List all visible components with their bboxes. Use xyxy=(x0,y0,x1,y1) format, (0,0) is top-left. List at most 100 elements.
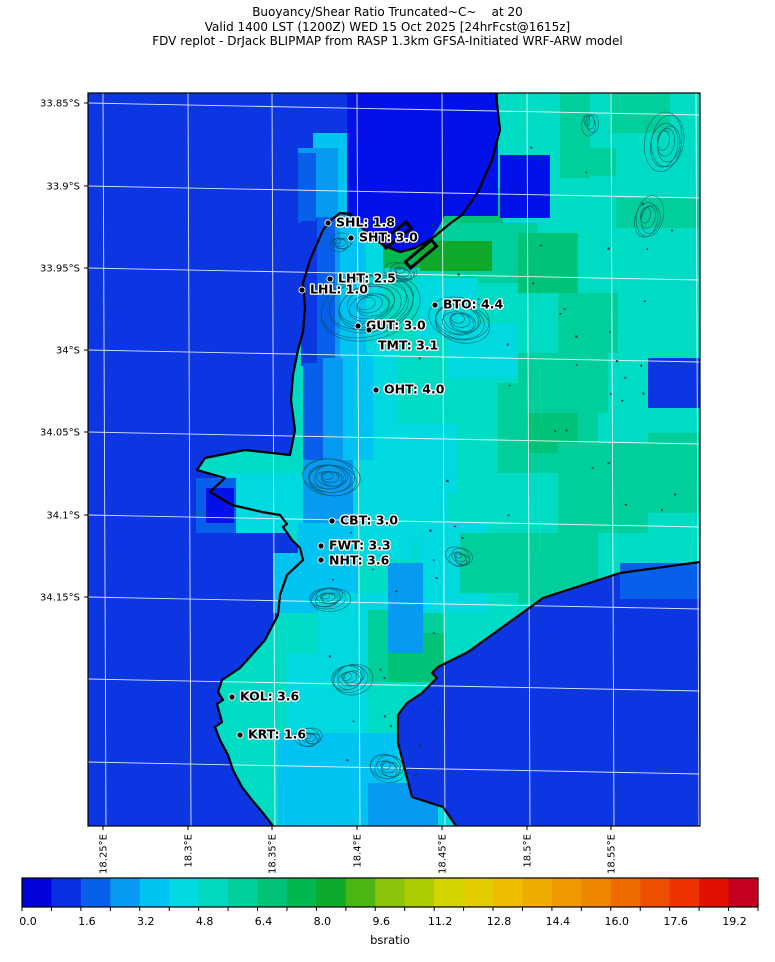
bsratio-cell xyxy=(273,553,318,613)
bsratio-cell xyxy=(616,198,700,228)
terrain-contours xyxy=(241,111,685,783)
false-bay-water xyxy=(398,562,700,826)
parallel-line xyxy=(88,678,700,692)
station-dot-cbt xyxy=(328,517,336,525)
y-tick-label: 34.05°S xyxy=(40,428,80,439)
terrain-speck xyxy=(395,590,398,593)
station-label-sht: SHT: 3.0 xyxy=(359,230,418,245)
colorbar-segment xyxy=(169,878,200,907)
terrain-speck xyxy=(414,774,417,777)
terrain-speck xyxy=(350,531,352,534)
terrain-speck xyxy=(383,715,386,718)
colorbar-segment xyxy=(286,878,317,907)
contour-line xyxy=(643,111,683,172)
y-tick-label: 34°S xyxy=(56,346,80,357)
colorbar-segment xyxy=(434,878,465,907)
contour-line xyxy=(329,276,407,330)
contour-line xyxy=(634,202,659,238)
harbour-pier xyxy=(403,237,439,271)
x-tick-label: 18.5°E xyxy=(523,834,534,868)
meridian-line xyxy=(610,93,615,826)
title-line-1: Buoyancy/Shear Ratio Truncated~C~ at 20 xyxy=(252,5,523,19)
terrain-speck xyxy=(383,676,386,680)
contour-line xyxy=(338,282,409,331)
bsratio-cell xyxy=(298,153,316,223)
colorbar-segment xyxy=(110,878,141,907)
contour-line xyxy=(245,694,257,703)
bsratio-cell xyxy=(648,358,700,408)
y-tick-label: 33.95°S xyxy=(40,264,80,275)
terrain-speck xyxy=(432,559,435,561)
station-label-lhl: LHL: 1.0 xyxy=(310,282,368,297)
title-line-3: FDV replot - DrJack BLIPMAP from RASP 1.… xyxy=(152,34,623,49)
terrain-speck xyxy=(388,524,390,526)
colorbar-segment xyxy=(22,878,52,907)
colorbar-tick-label: 6.4 xyxy=(255,915,273,928)
terrain-speck xyxy=(609,331,611,333)
station-label-kol: KOL: 3.6 xyxy=(240,689,300,704)
y-tick-label: 33.9°S xyxy=(46,182,80,193)
title-line-2: Valid 1400 LST (1200Z) WED 15 Oct 2025 [… xyxy=(204,19,571,34)
colorbar-segment xyxy=(80,878,111,907)
contour-line xyxy=(451,547,473,565)
terrain-speck xyxy=(438,710,441,713)
station-label-fwt: FWT: 3.3 xyxy=(329,538,391,553)
colorbar-segment xyxy=(463,878,494,907)
parallel-line xyxy=(88,431,700,445)
contour-line xyxy=(587,114,599,134)
bsratio-cell xyxy=(648,433,700,513)
colorbar-tick-label: 17.6 xyxy=(663,915,688,928)
terrain-speck xyxy=(508,384,511,387)
parallel-line xyxy=(88,102,700,116)
bsratio-cell xyxy=(590,148,616,176)
contour-line xyxy=(434,304,491,344)
terrain-speck xyxy=(671,229,673,232)
colorbar-tick-label: 11.2 xyxy=(428,915,453,928)
terrain-speck xyxy=(607,247,610,250)
contour-line xyxy=(635,195,665,237)
station-label-bto: BTO: 4.4 xyxy=(443,297,503,312)
bsratio-cell xyxy=(301,221,317,366)
coastline-false-bay xyxy=(396,560,700,826)
colorbar-segment xyxy=(610,878,641,907)
colorbar-tick-label: 14.4 xyxy=(546,915,571,928)
meridian-line xyxy=(102,93,107,826)
meridian-line xyxy=(441,93,446,826)
station-dot-lhl xyxy=(298,286,306,294)
terrain-speck xyxy=(506,343,509,346)
station-dot-oht xyxy=(372,386,380,394)
graticule xyxy=(88,93,700,826)
terrain-speck xyxy=(431,223,433,227)
colorbar-tick-label: 9.6 xyxy=(373,915,391,928)
contour-line xyxy=(333,663,374,696)
colorbar-segment xyxy=(640,878,671,907)
terrain-speck xyxy=(352,720,355,723)
terrain-speck xyxy=(554,429,557,432)
coastline-atlantic xyxy=(195,93,502,826)
colorbar-segment xyxy=(669,878,700,907)
terrain-speck xyxy=(331,578,334,581)
colorbar-segment xyxy=(257,878,288,907)
station-dot-fwt xyxy=(317,542,325,550)
colorbar-segment xyxy=(551,878,582,907)
contour-line xyxy=(315,593,339,608)
station-dot-gut xyxy=(354,322,362,330)
terrain-speck xyxy=(328,655,331,658)
station-label-shl: SHL: 1.8 xyxy=(336,215,395,230)
terrain-specks xyxy=(328,146,677,777)
contour-line xyxy=(299,733,318,748)
parallel-line xyxy=(88,349,700,363)
contour-line xyxy=(328,274,414,334)
contour-line xyxy=(320,592,336,602)
x-tick-label: 18.4°E xyxy=(353,834,364,868)
contour-line xyxy=(650,122,679,168)
colorbar-segment xyxy=(493,878,523,907)
contour-line xyxy=(585,114,595,130)
contour-line xyxy=(294,727,320,747)
contour-line xyxy=(243,694,253,701)
plot-title: Buoyancy/Shear Ratio Truncated~C~ at 20 … xyxy=(0,5,775,49)
station-label-cbt: CBT: 3.0 xyxy=(340,513,398,528)
terrain-speck xyxy=(532,282,535,285)
